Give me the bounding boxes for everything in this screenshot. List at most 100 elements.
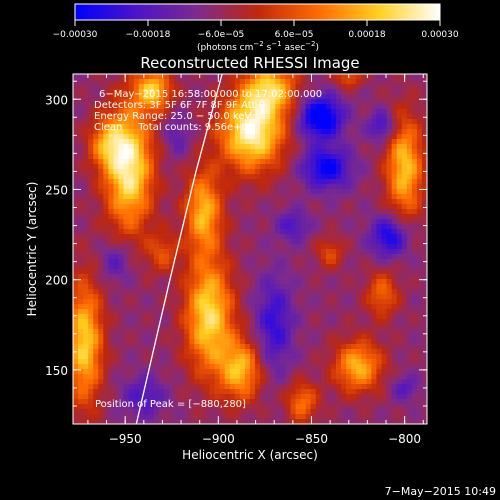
- heatmap-cell: [138, 409, 145, 415]
- heatmap-cell: [143, 239, 150, 245]
- heatmap-cell: [148, 269, 155, 275]
- heatmap-cell: [366, 369, 372, 375]
- heatmap-cell: [386, 154, 393, 160]
- heatmap-cell: [164, 359, 170, 365]
- heatmap-cell: [341, 334, 347, 340]
- heatmap-cell: [189, 324, 195, 330]
- heatmap-cell: [179, 84, 185, 90]
- heatmap-cell: [138, 414, 145, 420]
- heatmap-cell: [128, 209, 135, 215]
- heatmap-cell: [143, 114, 150, 120]
- heatmap-cell: [118, 319, 125, 325]
- heatmap-cell: [209, 254, 216, 260]
- heatmap-cell: [158, 154, 165, 160]
- heatmap-cell: [83, 199, 89, 205]
- heatmap-cell: [103, 404, 109, 410]
- heatmap-cell: [103, 139, 109, 145]
- heatmap-cell: [78, 219, 84, 225]
- heatmap-cell: [396, 299, 403, 305]
- heatmap-cell: [148, 229, 155, 235]
- heatmap-cell: [290, 369, 297, 375]
- heatmap-cell: [93, 269, 99, 275]
- heatmap-cell: [361, 244, 367, 250]
- heatmap-cell: [214, 289, 221, 295]
- heatmap-cell: [401, 249, 408, 255]
- heatmap-cell: [194, 319, 201, 325]
- heatmap-cell: [229, 244, 236, 250]
- heatmap-cell: [391, 254, 398, 260]
- heatmap-cell: [118, 79, 125, 85]
- heatmap-cell: [179, 254, 185, 260]
- heatmap-cell: [270, 79, 276, 85]
- heatmap-cell: [270, 219, 276, 225]
- heatmap-cell: [214, 309, 221, 315]
- heatmap-cell: [371, 149, 378, 155]
- heatmap-cell: [391, 74, 398, 80]
- heatmap-cell: [335, 119, 342, 125]
- heatmap-cell: [260, 364, 266, 370]
- heatmap-cell: [138, 199, 145, 205]
- heatmap-cell: [224, 339, 231, 345]
- heatmap-cell: [305, 194, 312, 200]
- heatmap-cell: [280, 184, 286, 190]
- heatmap-cell: [381, 84, 388, 90]
- heatmap-cell: [416, 254, 423, 260]
- heatmap-cell: [158, 184, 165, 190]
- heatmap-cell: [275, 154, 281, 160]
- heatmap-cell: [78, 344, 84, 350]
- heatmap-cell: [295, 94, 302, 100]
- heatmap-cell: [371, 214, 378, 220]
- heatmap-cell: [346, 369, 352, 375]
- heatmap-cell: [113, 119, 120, 125]
- heatmap-cell: [401, 269, 408, 275]
- heatmap-cell: [376, 194, 383, 200]
- heatmap-cell: [401, 109, 408, 115]
- heatmap-cell: [406, 174, 413, 180]
- heatmap-cell: [300, 204, 307, 210]
- heatmap-cell: [244, 284, 251, 290]
- heatmap-cell: [123, 84, 130, 90]
- heatmap-cell: [88, 94, 94, 100]
- heatmap-cell: [351, 184, 357, 190]
- heatmap-cell: [285, 414, 292, 420]
- heatmap-cell: [250, 259, 256, 265]
- heatmap-cell: [123, 234, 130, 240]
- heatmap-cell: [391, 114, 398, 120]
- heatmap-cell: [153, 89, 160, 95]
- heatmap-cell: [204, 164, 211, 170]
- unit-exponent: −2: [305, 40, 315, 48]
- heatmap-cell: [179, 359, 185, 365]
- heatmap-cell: [356, 349, 362, 355]
- heatmap-cell: [148, 419, 155, 424]
- heatmap-cell: [164, 354, 170, 360]
- heatmap-cell: [280, 144, 286, 150]
- heatmap-cell: [118, 234, 125, 240]
- heatmap-cell: [396, 334, 403, 340]
- heatmap-cell: [219, 114, 226, 120]
- heatmap-cell: [250, 219, 256, 225]
- heatmap-cell: [143, 104, 150, 110]
- heatmap-cell: [381, 314, 388, 320]
- heatmap-cell: [295, 314, 302, 320]
- heatmap-cell: [401, 379, 408, 385]
- heatmap-cell: [361, 154, 367, 160]
- heatmap-cell: [416, 379, 423, 385]
- heatmap-cell: [361, 144, 367, 150]
- heatmap-cell: [310, 99, 317, 105]
- heatmap-cell: [341, 214, 347, 220]
- heatmap-cell: [356, 224, 362, 230]
- heatmap-cell: [325, 169, 332, 175]
- heatmap-cell: [143, 94, 150, 100]
- heatmap-cell: [381, 304, 388, 310]
- heatmap-cell: [83, 209, 89, 215]
- heatmap-cell: [83, 204, 89, 210]
- heatmap-cell: [83, 304, 89, 310]
- heatmap-cell: [335, 394, 342, 400]
- heatmap-cell: [391, 344, 398, 350]
- heatmap-cell: [179, 319, 185, 325]
- heatmap-cell: [153, 189, 160, 195]
- heatmap-cell: [148, 249, 155, 255]
- heatmap-cell: [209, 389, 216, 395]
- heatmap-cell: [73, 244, 79, 250]
- heatmap-cell: [239, 269, 246, 275]
